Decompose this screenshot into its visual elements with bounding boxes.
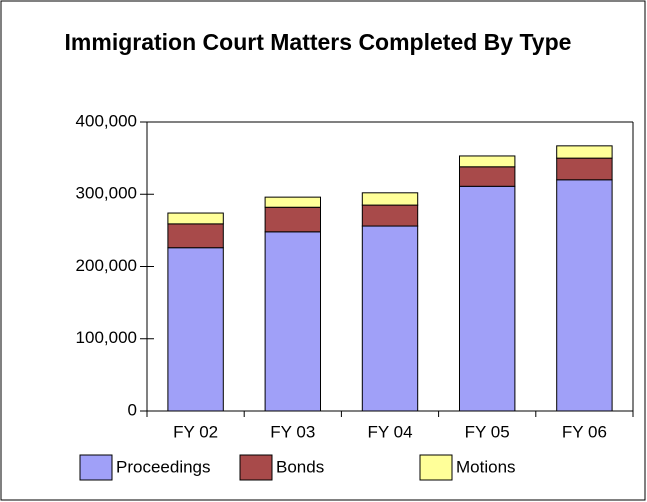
y-tick-label: 400,000 [76, 111, 137, 130]
chart-title: Immigration Court Matters Completed By T… [64, 29, 572, 55]
y-tick-label: 300,000 [76, 184, 137, 203]
legend-label: Bonds [276, 457, 324, 476]
bar-segment [361, 204, 419, 227]
bar-segment [458, 166, 516, 187]
bar-segment [361, 225, 419, 412]
bar-segment [167, 212, 224, 225]
bar-segment [167, 247, 224, 412]
bar-segment [556, 157, 613, 181]
x-tick-label: FY 04 [367, 422, 412, 441]
bar-segment [264, 206, 322, 233]
x-tick-label: FY 02 [173, 422, 218, 441]
legend-swatch [419, 454, 453, 481]
y-tick-label: 200,000 [76, 256, 137, 275]
legend-swatch [79, 454, 113, 481]
bar-segment [264, 231, 322, 412]
legend-label: Proceedings [116, 457, 211, 476]
bar-segment [458, 155, 516, 168]
bar-segment [556, 145, 613, 159]
bar-segment [361, 192, 419, 206]
bar-segment [556, 179, 613, 412]
bar-segment [167, 223, 224, 249]
bar-segment [264, 196, 322, 208]
legend-label: Motions [456, 457, 516, 476]
x-tick-label: FY 03 [270, 422, 315, 441]
x-tick-label: FY 05 [465, 422, 510, 441]
y-tick-label: 0 [128, 400, 137, 419]
bar-segment [458, 185, 516, 412]
x-tick-label: FY 06 [562, 422, 607, 441]
legend-swatch [239, 454, 273, 481]
y-tick-label: 100,000 [76, 328, 137, 347]
